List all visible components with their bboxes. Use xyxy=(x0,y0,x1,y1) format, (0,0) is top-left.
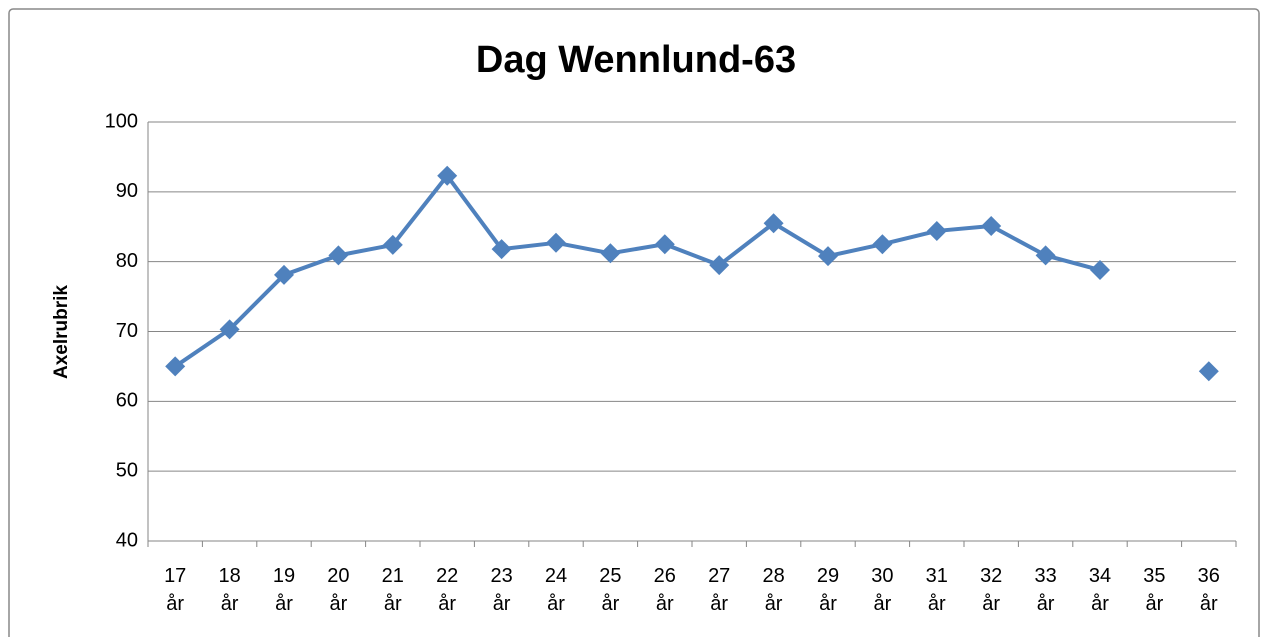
y-tick-label: 40 xyxy=(116,529,138,551)
marker xyxy=(437,165,458,186)
marker xyxy=(1090,260,1110,281)
marker xyxy=(274,264,294,285)
x-tick-label: 32 år xyxy=(980,565,1002,615)
x-tick-label: 19 år xyxy=(273,565,295,615)
x-tick-label: 28 år xyxy=(762,565,784,615)
x-tick-label: 29 år xyxy=(817,565,839,615)
x-tick-label: 35 år xyxy=(1143,565,1165,615)
marker xyxy=(818,246,838,267)
marker xyxy=(491,239,512,260)
marker xyxy=(165,356,186,377)
x-tick-label: 31 år xyxy=(926,565,948,615)
x-tick-label: 24 år xyxy=(545,565,567,615)
chart-border xyxy=(8,8,1260,637)
x-tick-label: 27 år xyxy=(708,565,730,615)
x-tick-label: 21 år xyxy=(382,565,404,615)
marker xyxy=(1198,361,1219,382)
x-tick-label: 22 år xyxy=(436,565,458,615)
x-tick-label: 23 år xyxy=(490,565,512,615)
chart-title: Dag Wennlund-63 xyxy=(476,39,796,81)
marker xyxy=(872,234,893,255)
y-tick-label: 60 xyxy=(116,390,138,412)
x-tick-label: 36 år xyxy=(1198,565,1220,615)
y-tick-label: 100 xyxy=(105,110,138,132)
marker xyxy=(546,232,566,253)
x-tick-label: 26 år xyxy=(654,565,676,615)
y-tick-label: 80 xyxy=(116,250,138,272)
marker xyxy=(219,319,240,340)
marker xyxy=(600,243,621,264)
x-tick-label: 33 år xyxy=(1034,565,1056,615)
x-tick-label: 25 år xyxy=(599,565,621,615)
x-tick-label: 20 år xyxy=(327,565,349,615)
marker xyxy=(328,245,349,266)
marker xyxy=(763,213,784,234)
y-tick-label: 50 xyxy=(116,459,138,481)
x-tick-label: 18 år xyxy=(218,565,240,615)
marker xyxy=(981,216,1002,237)
x-tick-label: 17 år xyxy=(164,565,186,615)
marker xyxy=(926,220,947,241)
marker xyxy=(1035,245,1056,266)
y-tick-label: 70 xyxy=(116,320,138,342)
y-tick-label: 90 xyxy=(116,180,138,202)
marker xyxy=(654,234,675,255)
x-tick-label: 34 år xyxy=(1089,565,1111,615)
y-axis-label: Axelrubrik xyxy=(51,285,72,379)
x-tick-label: 30 år xyxy=(871,565,893,615)
marker xyxy=(382,234,403,255)
marker xyxy=(709,255,730,276)
